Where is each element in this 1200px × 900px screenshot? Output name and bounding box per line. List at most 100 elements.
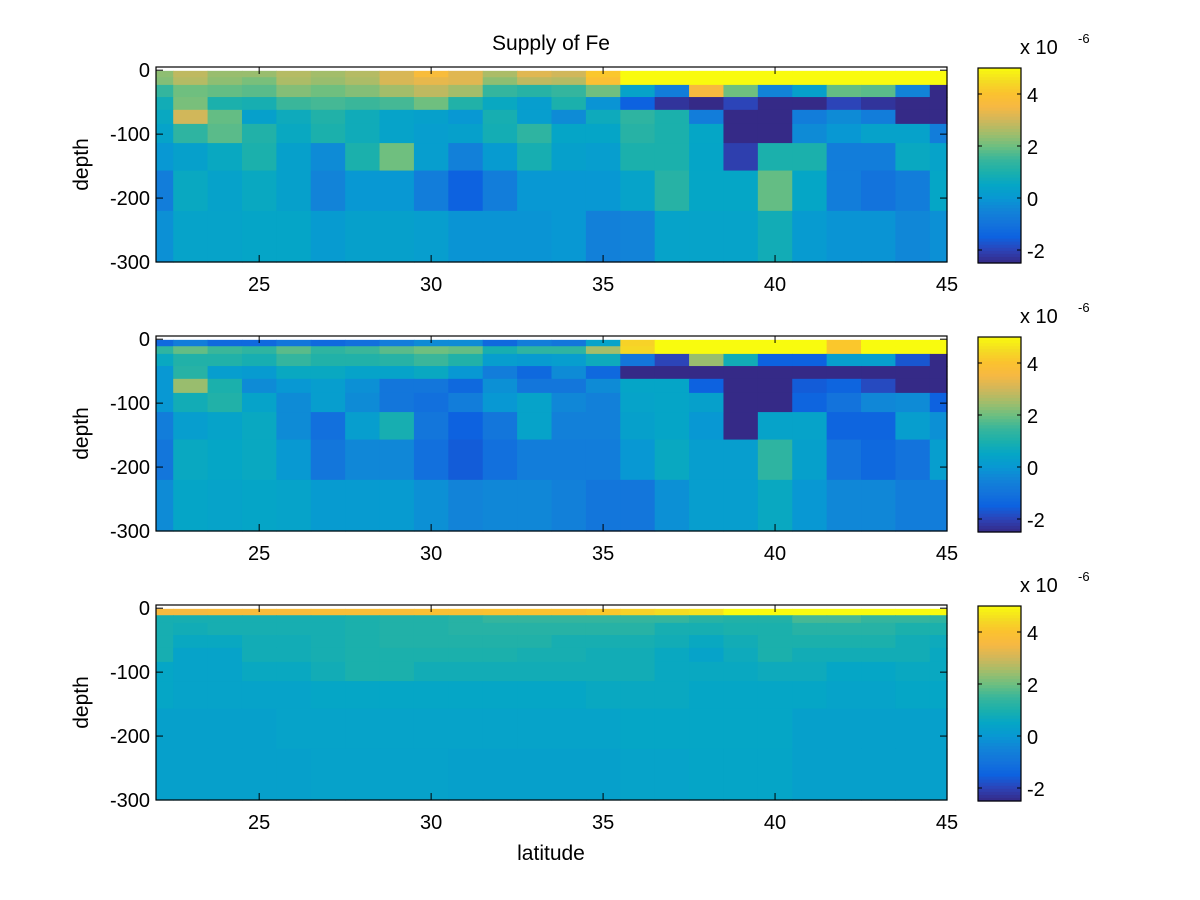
heatmap-cell xyxy=(310,608,346,616)
heatmap-cell xyxy=(156,392,174,413)
heatmap-cell xyxy=(517,622,553,636)
colorbar-segment xyxy=(978,785,1021,790)
heatmap-cell xyxy=(861,412,897,441)
heatmap-cell xyxy=(551,378,587,394)
heatmap-cell xyxy=(482,143,518,172)
heatmap-cell xyxy=(620,123,656,144)
heatmap-cell xyxy=(345,661,381,682)
heatmap-cell xyxy=(241,123,277,144)
heatmap-cell xyxy=(448,647,484,663)
colorbar-segment xyxy=(978,654,1021,659)
heatmap-cell xyxy=(757,346,793,355)
heatmap-cell xyxy=(723,439,759,481)
heatmap-cell xyxy=(173,84,209,98)
heatmap-cell xyxy=(620,339,656,347)
heatmap-cell xyxy=(207,635,243,649)
heatmap-cell xyxy=(310,378,346,394)
heatmap-cell xyxy=(310,84,346,98)
heatmap-cell xyxy=(620,77,656,86)
heatmap-cell xyxy=(585,748,621,801)
heatmap-cell xyxy=(826,439,862,481)
heatmap-cell xyxy=(757,109,793,125)
colorbar-segment xyxy=(978,376,1021,381)
colorbar-segment xyxy=(978,452,1021,457)
colorbar-segment xyxy=(978,413,1021,417)
colorbar-segment xyxy=(978,340,1021,344)
heatmap-cell xyxy=(482,170,518,212)
y-tick-label: -200 xyxy=(110,457,150,479)
heatmap-cell xyxy=(517,70,553,78)
heatmap-cell xyxy=(482,412,518,441)
colorbar-segment xyxy=(978,782,1021,787)
heatmap-cell xyxy=(826,392,862,413)
colorbar-segment xyxy=(978,404,1021,408)
colorbar-tick-label: 0 xyxy=(1027,189,1038,211)
colorbar-segment xyxy=(978,688,1021,692)
heatmap-cell xyxy=(929,70,948,78)
heatmap-cell xyxy=(551,439,587,481)
heatmap-cell xyxy=(345,615,381,624)
heatmap-cell xyxy=(207,681,243,710)
heatmap-cell xyxy=(276,661,312,682)
heatmap-cell xyxy=(207,378,243,394)
heatmap-cell xyxy=(173,661,209,682)
heatmap-cell xyxy=(379,210,415,263)
colorbar-segment xyxy=(978,458,1021,463)
heatmap-cell xyxy=(173,479,209,532)
heatmap-cell xyxy=(276,339,312,347)
heatmap-cell xyxy=(345,170,381,212)
heatmap-cells xyxy=(156,339,948,532)
heatmap-cell xyxy=(654,647,690,663)
colorbar-segment xyxy=(978,113,1021,118)
heatmap-cell xyxy=(448,635,484,649)
heatmap-cell xyxy=(276,392,312,413)
heatmap-cell xyxy=(173,143,209,172)
heatmap-cell xyxy=(929,412,948,441)
heatmap-cell xyxy=(792,748,828,801)
heatmap-cell xyxy=(517,84,553,98)
heatmap-cell xyxy=(413,210,449,263)
heatmap-cell xyxy=(895,109,931,125)
heatmap-cell xyxy=(379,366,415,380)
colorbar-segment xyxy=(978,691,1021,695)
heatmap-cell xyxy=(276,70,312,78)
colorbar-segment xyxy=(978,764,1021,769)
colorbar-segment xyxy=(978,525,1021,530)
heatmap-cell xyxy=(654,412,690,441)
heatmap-cell xyxy=(276,77,312,86)
heatmap-cell xyxy=(826,661,862,682)
x-tick-label: 45 xyxy=(936,812,958,834)
colorbar-segment xyxy=(978,229,1021,234)
colorbar-segment xyxy=(978,522,1021,527)
colorbar-segment xyxy=(978,92,1021,97)
heatmap-cell xyxy=(156,647,174,663)
heatmap-cell xyxy=(620,170,656,212)
heatmap-cell xyxy=(379,109,415,125)
heatmap-cell xyxy=(173,608,209,616)
heatmap-cell xyxy=(310,479,346,532)
heatmap-cell xyxy=(551,97,587,111)
colorbar-box xyxy=(977,605,1022,802)
heatmap-cell xyxy=(929,84,948,98)
colorbar-segment xyxy=(978,639,1021,644)
heatmap-cell xyxy=(241,661,277,682)
heatmap-cell xyxy=(551,170,587,212)
colorbar-segment xyxy=(978,141,1021,145)
heatmap-cell xyxy=(517,97,553,111)
heatmap-cell xyxy=(345,479,381,532)
heatmap-cell xyxy=(620,635,656,649)
heatmap-cell xyxy=(826,608,862,616)
colorbar-segment xyxy=(978,199,1021,203)
heatmap-cell xyxy=(241,479,277,532)
colorbar-segment xyxy=(978,259,1021,264)
colorbar: 4 2 0 -2 x 10 -6 xyxy=(977,569,1090,802)
colorbar-segment xyxy=(978,761,1021,766)
colorbar-segment xyxy=(978,241,1021,246)
colorbar-multiplier-exponent: -6 xyxy=(1078,569,1090,584)
heatmap-cell xyxy=(517,647,553,663)
colorbar-segment xyxy=(978,235,1021,240)
heatmap-cell xyxy=(585,143,621,172)
heatmap-cell xyxy=(517,346,553,355)
heatmap-cell xyxy=(620,681,656,710)
heatmap-cell xyxy=(241,170,277,212)
